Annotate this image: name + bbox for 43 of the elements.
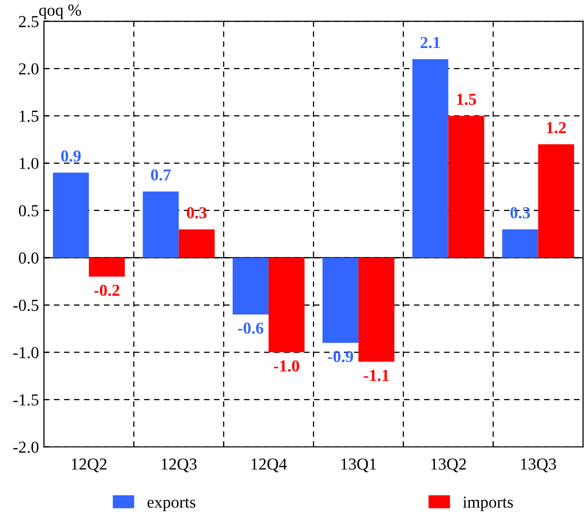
legend-label: exports [148, 498, 196, 512]
legend-label: imports [462, 496, 513, 512]
data-label: 0.3 [510, 207, 530, 218]
y-axis-title: qoq % [39, 4, 82, 20]
y-tick-label: 0.5 [18, 205, 38, 216]
data-label: 0.3 [186, 207, 207, 218]
bar [322, 258, 358, 343]
bar [178, 229, 215, 258]
x-tick-label: 13Q2 [431, 458, 466, 472]
y-tick-label: -1.5 [13, 394, 38, 406]
bar [358, 258, 394, 362]
bar [88, 258, 125, 277]
y-tick-label: 2.0 [18, 63, 38, 75]
y-tick-label: -1.0 [13, 347, 38, 358]
bar [268, 258, 305, 352]
data-label: 1.2 [547, 122, 566, 134]
bar [142, 192, 179, 258]
y-tick-label: 1.5 [20, 110, 38, 122]
y-tick-label: -0.5 [13, 300, 38, 312]
data-label: -0.9 [328, 350, 354, 362]
data-label: -1.1 [364, 370, 389, 382]
bar [52, 172, 89, 258]
y-tick-label: 1.0 [20, 158, 38, 170]
x-tick-label: 12Q4 [252, 458, 287, 472]
bar [448, 116, 484, 258]
y-tick-label: 0.0 [18, 252, 38, 264]
data-label: 1.5 [457, 94, 476, 105]
data-label: 0.9 [61, 150, 81, 162]
bar [538, 144, 574, 258]
x-tick-label: 13Q1 [341, 458, 376, 472]
bar [502, 229, 538, 258]
x-tick-label: 12Q3 [162, 458, 197, 472]
data-label: -0.2 [94, 284, 120, 296]
y-tick-label: -2.0 [13, 442, 38, 453]
data-label: -0.6 [238, 322, 264, 334]
bar [412, 59, 448, 258]
y-tick-label: 2.5 [18, 16, 38, 28]
data-label: -1.0 [274, 360, 300, 372]
data-label: 2.1 [420, 36, 440, 48]
x-tick-label: 12Q2 [72, 458, 106, 472]
x-tick-label: 13Q3 [521, 458, 556, 472]
data-label: 0.7 [150, 169, 171, 181]
bar [232, 258, 269, 314]
